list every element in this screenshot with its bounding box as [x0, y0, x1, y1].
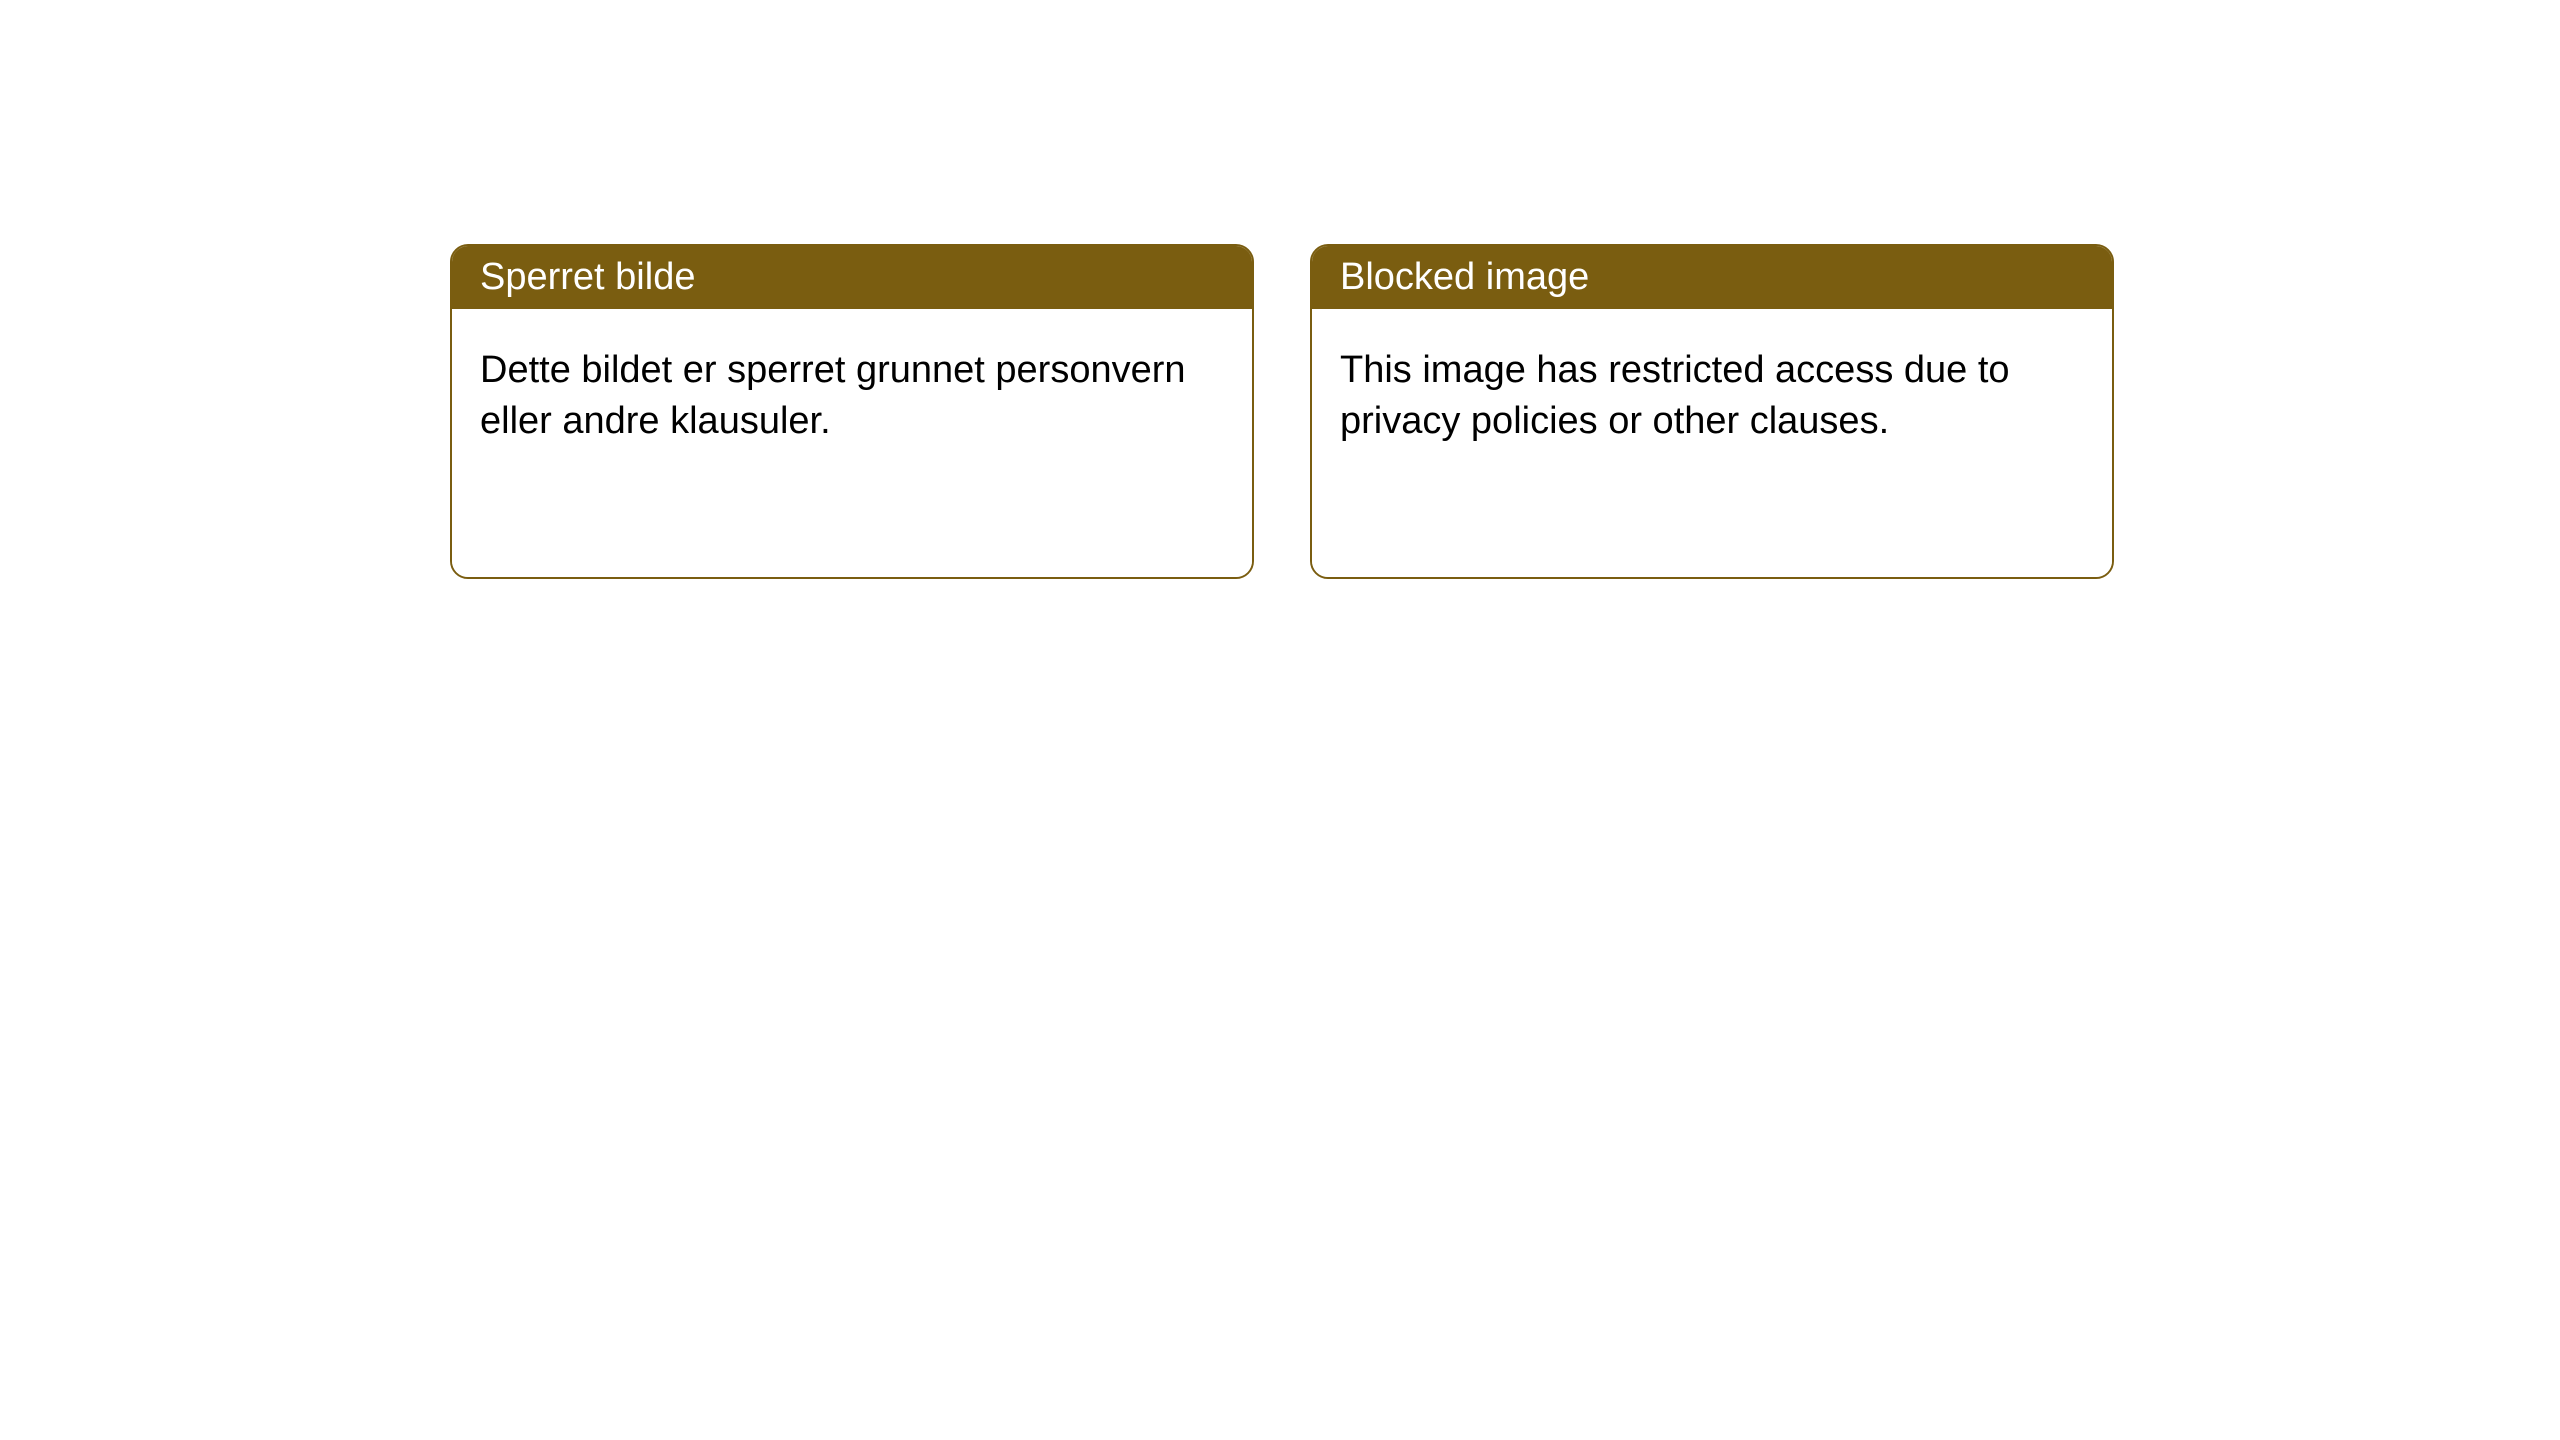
notice-title: Sperret bilde: [480, 256, 695, 298]
notice-title: Blocked image: [1340, 256, 1589, 298]
notice-header: Sperret bilde: [452, 246, 1252, 309]
notice-box-norwegian: Sperret bilde Dette bildet er sperret gr…: [450, 244, 1254, 579]
notice-body-text: This image has restricted access due to …: [1340, 349, 2010, 442]
notice-body: Dette bildet er sperret grunnet personve…: [452, 309, 1252, 577]
notice-box-english: Blocked image This image has restricted …: [1310, 244, 2114, 579]
notice-body-text: Dette bildet er sperret grunnet personve…: [480, 349, 1186, 442]
notice-header: Blocked image: [1312, 246, 2112, 309]
notice-container: Sperret bilde Dette bildet er sperret gr…: [0, 0, 2560, 579]
notice-body: This image has restricted access due to …: [1312, 309, 2112, 577]
